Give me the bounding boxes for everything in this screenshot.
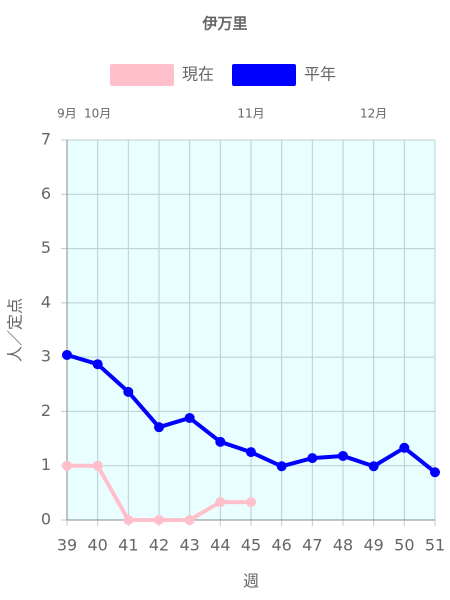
month-label: 9月 — [57, 107, 77, 121]
point — [154, 515, 164, 525]
legend-label: 現在 — [182, 65, 214, 84]
x-tick-label: 47 — [302, 536, 322, 555]
legend-label: 平年 — [304, 65, 336, 84]
point — [368, 461, 379, 472]
x-tick-label: 41 — [118, 536, 138, 555]
x-tick-label: 49 — [363, 536, 383, 555]
point — [184, 515, 195, 525]
x-tick-label: 42 — [149, 536, 169, 555]
x-tick-label: 45 — [241, 536, 261, 555]
x-tick-label: 44 — [210, 536, 230, 555]
point — [399, 442, 410, 453]
point — [154, 422, 164, 433]
point — [123, 386, 134, 397]
point — [307, 453, 318, 464]
x-tick-label: 50 — [394, 536, 414, 555]
legend-swatch — [110, 64, 174, 86]
point — [92, 359, 103, 370]
chart-title: 伊万里 — [201, 15, 247, 33]
y-axis-label: 人／定点 — [6, 298, 25, 362]
x-tick-label: 48 — [333, 536, 353, 555]
point — [184, 412, 195, 423]
point — [246, 447, 256, 458]
y-tick-label: 0 — [41, 510, 51, 529]
point — [62, 460, 72, 471]
x-tick-label: 46 — [271, 536, 291, 555]
point — [430, 467, 440, 478]
point — [92, 460, 103, 471]
point — [338, 450, 348, 461]
x-tick-label: 43 — [179, 536, 199, 555]
point — [215, 497, 226, 508]
point — [246, 497, 256, 508]
y-tick-label: 5 — [41, 238, 51, 257]
point — [123, 515, 134, 525]
y-tick-label: 4 — [41, 292, 51, 311]
point — [62, 349, 72, 360]
y-tick-label: 2 — [41, 401, 51, 420]
y-tick-label: 7 — [41, 130, 51, 149]
legend-swatch — [232, 64, 296, 86]
x-tick-label: 40 — [87, 536, 107, 555]
point — [215, 436, 226, 447]
month-label: 12月 — [360, 107, 387, 121]
month-label: 11月 — [237, 107, 264, 121]
y-tick-label: 3 — [41, 347, 51, 366]
x-axis-label: 週 — [243, 572, 259, 591]
y-tick-label: 1 — [41, 455, 51, 474]
point — [276, 461, 287, 472]
x-tick-label: 39 — [57, 536, 77, 555]
x-tick-label: 51 — [425, 536, 445, 555]
y-tick-label: 6 — [41, 184, 51, 203]
month-label: 10月 — [84, 107, 111, 121]
